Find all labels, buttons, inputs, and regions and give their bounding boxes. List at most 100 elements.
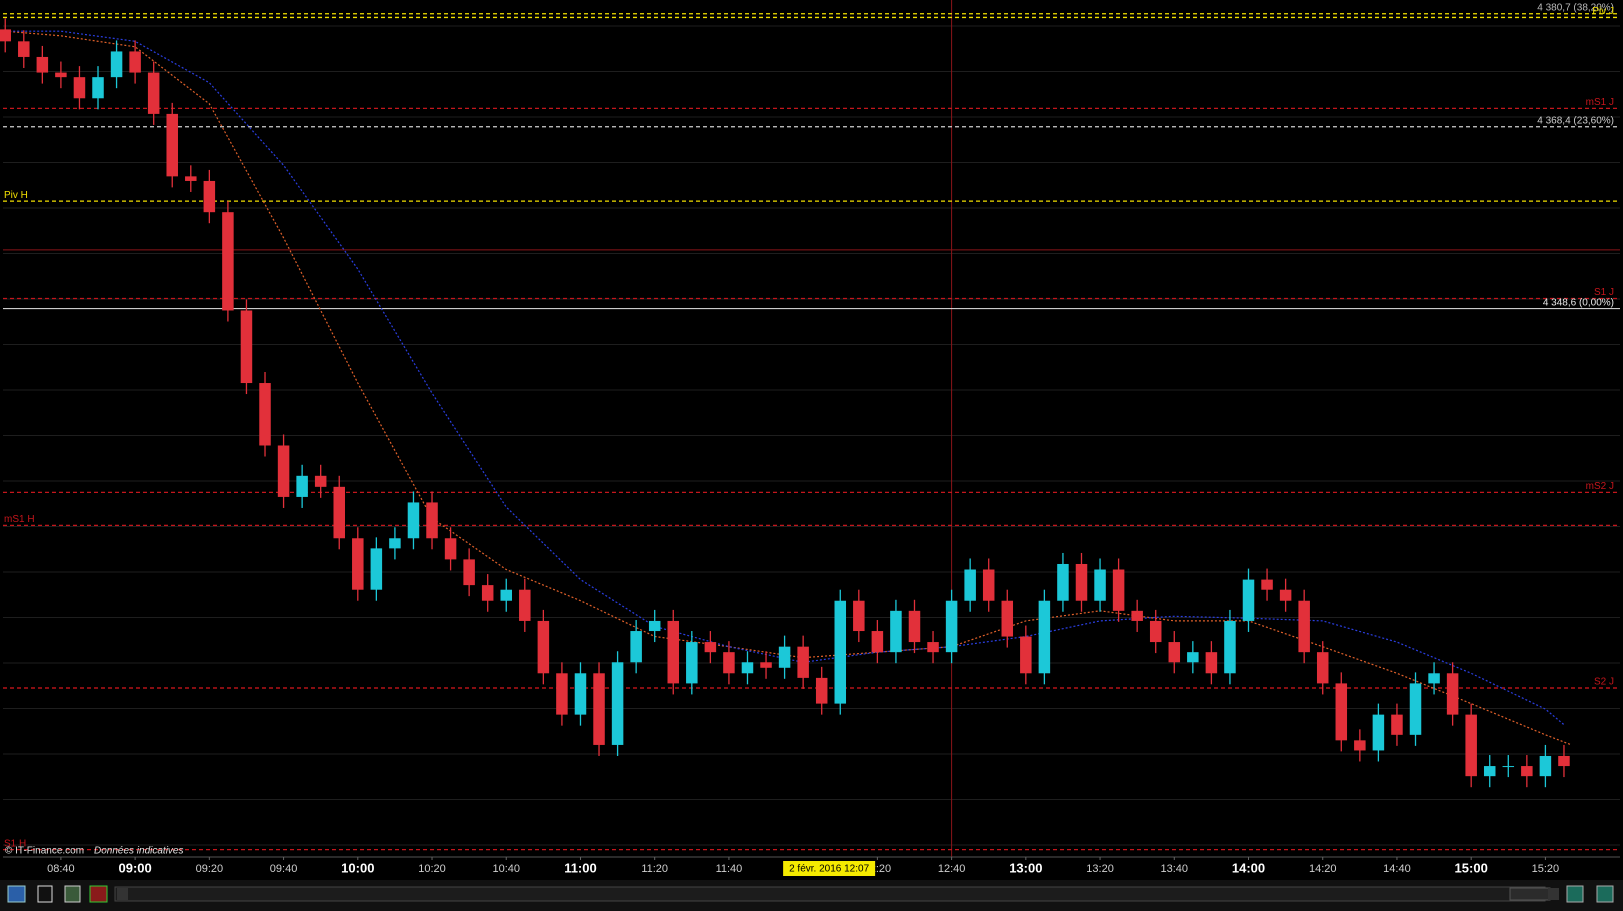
candle-body: [1279, 589, 1292, 601]
candle-body: [964, 569, 976, 601]
candle-body: [630, 631, 642, 663]
level-label: S1 H: [4, 838, 26, 849]
candle-body: [778, 646, 791, 668]
candle-body: [1354, 740, 1366, 751]
x-tick-label: 13:00: [1009, 860, 1042, 875]
candle-body: [147, 72, 160, 114]
level-label: mS1 J: [1586, 97, 1614, 108]
candle-body: [927, 642, 939, 653]
candle-body: [481, 585, 494, 601]
level-label: Piv J: [1592, 6, 1614, 17]
candle-body: [686, 642, 698, 684]
candle-body: [1187, 652, 1199, 663]
candle-body: [1465, 714, 1477, 777]
x-tick-label: 13:40: [1161, 863, 1189, 875]
candle-body: [1094, 569, 1106, 601]
tool-icon[interactable]: [7, 885, 26, 903]
candle-body: [760, 662, 772, 668]
credit: © IT-Finance.com: [5, 846, 84, 857]
cursor-label-bg: [783, 861, 876, 876]
level-label: S2 J: [1594, 677, 1614, 688]
candle-body: [1558, 755, 1570, 767]
candle-body: [259, 383, 271, 446]
candle-body: [370, 548, 383, 590]
candle-body: [1038, 600, 1051, 674]
candle-body: [333, 486, 345, 539]
tool-icon[interactable]: [1596, 885, 1614, 903]
candle-body: [407, 502, 420, 539]
x-tick-label: 15:20: [1532, 863, 1560, 875]
x-tick-label: 09:20: [196, 863, 224, 875]
tool-icon[interactable]: [37, 885, 53, 903]
x-tick-label: 09:00: [118, 860, 151, 875]
plot-area: [0, 18, 1572, 788]
candle-body: [834, 600, 847, 704]
x-tick-label: 08:40: [47, 863, 75, 875]
candle-body: [1502, 766, 1515, 768]
candle-body: [853, 600, 865, 632]
candle-body: [1521, 766, 1533, 777]
candle-body: [1149, 620, 1162, 643]
candle-body: [1224, 620, 1236, 674]
candle-body: [1316, 652, 1329, 684]
candle-body: [18, 41, 30, 57]
candle-body: [593, 673, 605, 745]
scroll-thumb[interactable]: [1509, 887, 1551, 901]
candle-body: [1261, 579, 1273, 590]
candle-body: [1446, 673, 1459, 715]
candle-body: [277, 445, 290, 497]
candle-body: [1112, 569, 1125, 611]
scrollbar[interactable]: [114, 886, 1546, 902]
x-tick-label: 11:40: [716, 863, 743, 875]
candle-body: [871, 631, 884, 653]
candle-body: [945, 600, 958, 653]
candle-body: [1242, 579, 1255, 621]
candle-body: [463, 559, 475, 586]
candle-body: [110, 51, 123, 78]
tool-icon[interactable]: [64, 885, 81, 903]
candle-body: [556, 673, 568, 715]
level-label: mS1 H: [4, 514, 35, 525]
candle-body: [1391, 714, 1403, 735]
candle-body: [444, 538, 457, 560]
x-tick-label: 15:00: [1455, 860, 1488, 875]
candle-body: [203, 180, 216, 213]
x-tick-label: 10:00: [341, 860, 374, 875]
candle-body: [222, 212, 234, 311]
candle-body: [1483, 766, 1496, 777]
level-label: 4 380,7 (38,20%): [1537, 2, 1614, 13]
x-tick-label: 09:40: [270, 863, 298, 875]
level-label: S1 J: [1594, 287, 1614, 298]
candle-body: [92, 77, 104, 99]
candle-body: [1131, 610, 1143, 621]
x-tick-label: 11:20: [641, 863, 668, 875]
x-tick-label: 14:20: [1309, 863, 1337, 875]
candle-body: [704, 642, 717, 653]
candle-body: [166, 113, 178, 177]
tool-icon[interactable]: [89, 885, 108, 903]
candle-body: [73, 77, 86, 99]
credit-note: Données indicatives: [94, 846, 184, 857]
candle-body: [55, 72, 67, 78]
candle-body: [1428, 673, 1440, 684]
candle-body: [1205, 652, 1218, 674]
candle-body: [741, 662, 754, 674]
candle-body: [314, 475, 327, 487]
candle-body: [1335, 683, 1348, 741]
scroll-left[interactable]: [117, 888, 128, 900]
tool-icon[interactable]: [1566, 885, 1584, 903]
candle-body: [1539, 755, 1552, 777]
candle-body: [574, 673, 587, 715]
scroll-right[interactable]: [1548, 888, 1559, 900]
candle-body: [723, 652, 735, 674]
toolbar: [0, 880, 1623, 911]
candle-body: [667, 620, 680, 684]
candle-body: [0, 29, 11, 42]
candle-body: [129, 51, 141, 73]
level-label: 4 348,6 (0,00%): [1543, 297, 1614, 308]
candle-body: [519, 589, 531, 621]
level-label: mS2 J: [1586, 481, 1614, 492]
moving-average: [5, 30, 1565, 726]
